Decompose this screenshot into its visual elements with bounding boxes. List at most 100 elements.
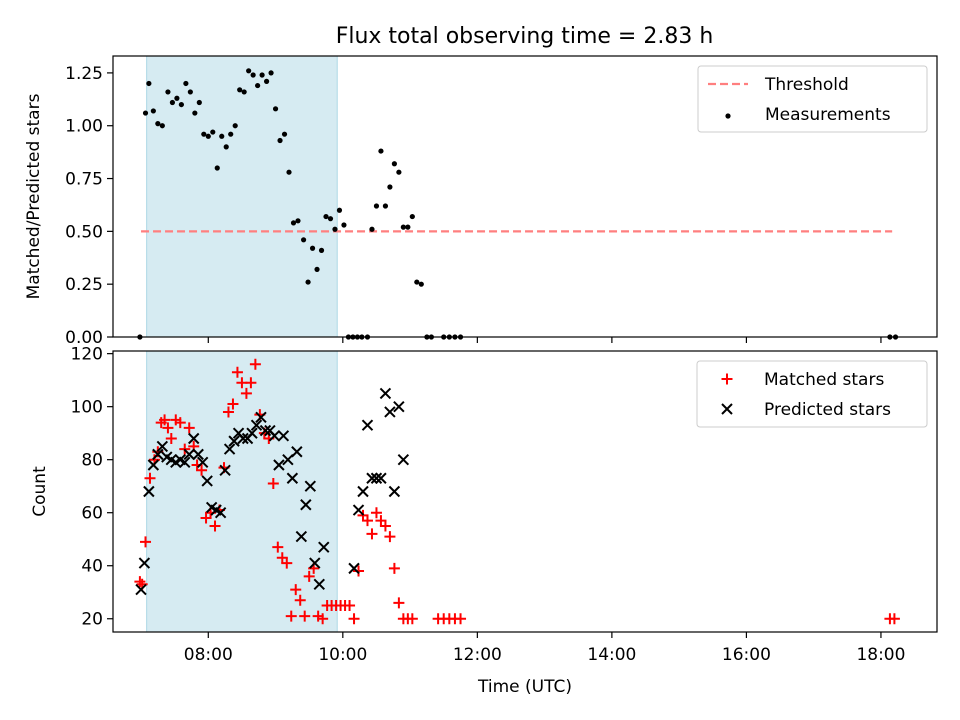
matched-point: [366, 528, 378, 540]
matched-point: [227, 398, 239, 410]
predicted-point: [366, 472, 378, 484]
measurement-point: [201, 131, 207, 137]
axes-frame: [112, 350, 938, 633]
matched-point: [222, 406, 234, 418]
measurement-point: [277, 137, 283, 144]
legend-box: [697, 65, 928, 133]
predicted-point: [183, 448, 195, 461]
legend-measurement-swatch: [725, 113, 731, 119]
matched-point: [183, 422, 195, 434]
legend-label: Predicted stars: [764, 400, 891, 420]
matched-point: [209, 520, 221, 532]
predicted-point: [152, 448, 164, 461]
matched-point: [455, 613, 467, 625]
predicted-point: [219, 464, 231, 476]
predicted-point: [397, 453, 410, 466]
legend-predicted-swatch: [721, 403, 733, 415]
matched-point: [140, 536, 152, 548]
measurement-point: [369, 226, 375, 232]
x-tick-label: 16:00: [722, 645, 771, 665]
axes-frame: [112, 55, 938, 338]
measurement-point: [183, 80, 189, 87]
measurement-point: [205, 133, 211, 139]
measurement-point: [210, 129, 216, 135]
measurement-point: [178, 101, 184, 108]
observing-span: [146, 55, 338, 338]
legend-label: Threshold: [764, 75, 849, 95]
legend-label: Matched stars: [764, 370, 884, 390]
legend-label: Measurements: [765, 105, 891, 125]
predicted-point: [295, 530, 308, 543]
measurement-point: [263, 78, 270, 84]
measurement-point: [169, 99, 176, 106]
matched-point: [379, 520, 391, 532]
measurement-point: [409, 213, 415, 220]
predicted-point: [268, 430, 281, 442]
measurement-point: [250, 72, 256, 78]
predicted-point: [156, 440, 169, 453]
predicted-point: [282, 453, 294, 466]
legend-box: [696, 360, 928, 428]
measurement-point: [259, 72, 265, 78]
measurement-point: [237, 87, 243, 93]
y-tick-label: 100: [71, 398, 103, 418]
matched-point: [370, 507, 382, 519]
matched-point: [303, 570, 315, 582]
measurement-point: [232, 123, 238, 129]
y-tick-label: 40: [81, 557, 103, 577]
predicted-point: [237, 432, 249, 445]
measurement-point: [382, 203, 389, 209]
predicted-point: [147, 459, 160, 471]
y-tick-label: 80: [81, 451, 103, 471]
measurement-point: [228, 131, 234, 137]
predicted-point: [393, 400, 405, 413]
measurement-point: [318, 247, 325, 253]
measurement-point: [174, 95, 180, 101]
measurement-point: [286, 169, 292, 175]
measurement-point: [336, 207, 343, 213]
matched-point: [285, 610, 297, 622]
matched-point: [888, 613, 900, 625]
measurement-point: [414, 279, 420, 285]
matched-point: [144, 472, 156, 484]
measurement-point: [332, 226, 338, 232]
predicted-point: [357, 485, 369, 498]
matched-point: [384, 531, 396, 543]
matched-point: [196, 464, 208, 476]
measurement-point: [196, 99, 202, 106]
x-tick-label: 14:00: [587, 645, 636, 665]
predicted-point: [318, 541, 330, 553]
measurement-point: [281, 131, 288, 137]
matched-point: [165, 432, 177, 444]
matched-point: [361, 515, 373, 527]
predicted-point: [379, 387, 392, 400]
predicted-point: [255, 411, 267, 423]
observing-span: [146, 350, 338, 633]
matched-point: [393, 597, 405, 609]
predicted-point: [273, 459, 285, 471]
measurement-point: [255, 82, 261, 89]
predicted-point: [179, 456, 191, 469]
measurement-point: [309, 245, 316, 251]
measurement-point: [246, 68, 252, 74]
y-tick-label: 60: [81, 504, 103, 524]
measurement-point: [405, 224, 411, 230]
y-tick-label: 1.00: [65, 117, 103, 137]
predicted-point: [291, 446, 303, 458]
predicted-point: [196, 456, 209, 469]
matched-point: [162, 422, 174, 434]
measurement-point: [391, 161, 397, 167]
measurement-point: [165, 89, 171, 95]
matched-point: [159, 414, 171, 426]
y-axis-label: Count: [30, 466, 50, 517]
predicted-point: [388, 485, 401, 498]
x-axis-label: Time (UTC): [477, 677, 572, 697]
y-tick-label: 0.00: [65, 328, 103, 348]
matched-point: [272, 541, 284, 553]
y-tick-label: 1.25: [65, 64, 103, 84]
predicted-point: [286, 472, 299, 484]
measurement-point: [305, 279, 311, 285]
predicted-point: [384, 406, 396, 418]
x-tick-label: 18:00: [856, 645, 905, 665]
matched-point: [134, 576, 146, 588]
